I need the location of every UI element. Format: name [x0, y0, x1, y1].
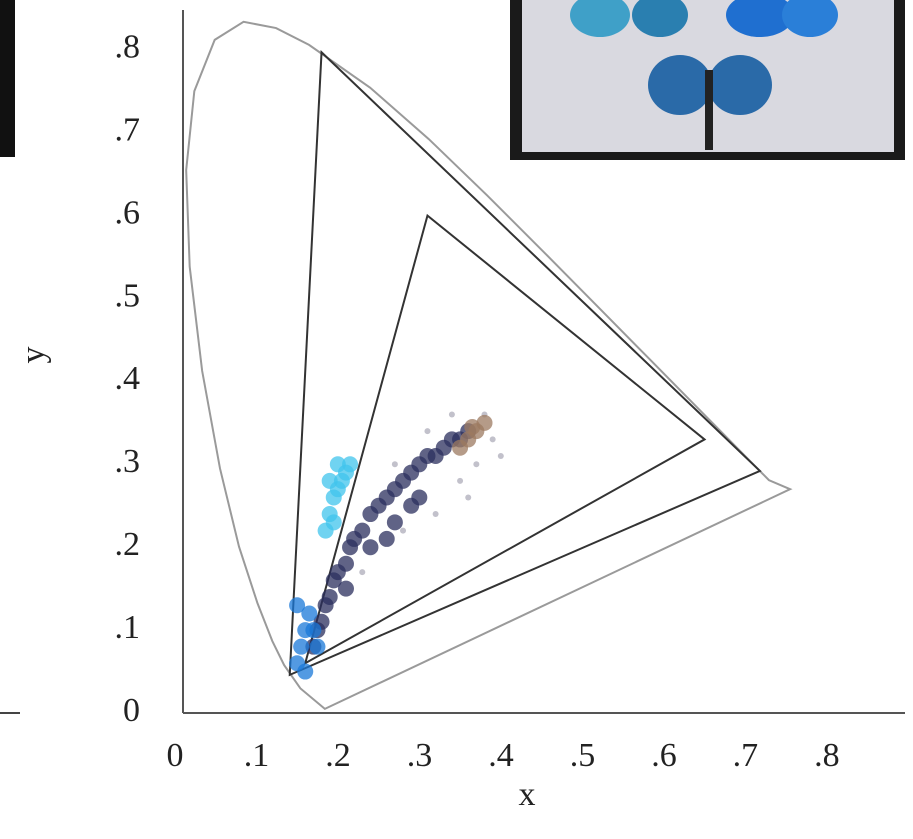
- x-tick-label: .8: [814, 737, 840, 774]
- scatter-point: [289, 597, 306, 614]
- x-tick-label: 0: [167, 737, 184, 774]
- x-tick-label: .3: [407, 737, 433, 774]
- scatter-point: [473, 461, 480, 468]
- scatter-point: [386, 514, 403, 531]
- scatter-point: [301, 605, 318, 622]
- scatter-point: [309, 638, 326, 655]
- x-tick-label: .4: [488, 737, 514, 774]
- scatter-point: [321, 588, 338, 605]
- scatter-point: [297, 663, 314, 680]
- scatter-point: [378, 530, 395, 547]
- gamut-triangle: [288, 50, 762, 677]
- x-axis-label: x: [519, 776, 536, 813]
- y-tick-label: .7: [115, 111, 141, 148]
- scatter-point: [476, 414, 493, 431]
- scatter-point: [305, 622, 322, 639]
- y-tick-label: .1: [115, 609, 141, 646]
- x-tick-label: .6: [651, 737, 677, 774]
- x-tick-label: .1: [244, 737, 270, 774]
- scatter-point: [424, 428, 431, 435]
- scatter-point: [325, 514, 342, 531]
- gamut-triangle: [303, 213, 707, 666]
- scatter-point: [329, 456, 346, 473]
- y-tick-label: .4: [115, 360, 141, 397]
- scatter-point: [400, 527, 407, 534]
- x-tick-label: .5: [570, 737, 596, 774]
- scatter-point: [464, 418, 481, 435]
- scatter-point: [359, 569, 366, 576]
- y-tick-label: .3: [115, 443, 141, 480]
- scatter-point: [337, 580, 354, 597]
- scatter-point: [321, 472, 338, 489]
- y-axis-label: y: [15, 347, 52, 364]
- photo-fragment: [0, 0, 15, 157]
- scatter-point: [403, 497, 420, 514]
- scatter-point: [489, 436, 496, 443]
- y-tick-label: .6: [115, 194, 141, 231]
- scatter-point: [293, 638, 310, 655]
- spectral-locus: [185, 20, 793, 711]
- y-tick-label: .5: [115, 277, 141, 314]
- scatter-point: [354, 522, 371, 539]
- scatter-point: [497, 453, 504, 460]
- scatter-point: [448, 411, 455, 418]
- x-tick-label: .2: [325, 737, 351, 774]
- scatter-point: [391, 461, 398, 468]
- y-tick-label: .8: [115, 29, 141, 66]
- y-tick-label: .2: [115, 526, 141, 563]
- x-tick-label: .7: [733, 737, 759, 774]
- y-tick-label: 0: [123, 692, 140, 729]
- butterfly-photo: [510, 0, 905, 160]
- scatter-point: [432, 511, 439, 518]
- scatter-point: [362, 539, 379, 556]
- scatter-point: [342, 456, 359, 473]
- scatter-point: [337, 555, 354, 572]
- scatter-point: [457, 477, 464, 484]
- scatter-point: [465, 494, 472, 501]
